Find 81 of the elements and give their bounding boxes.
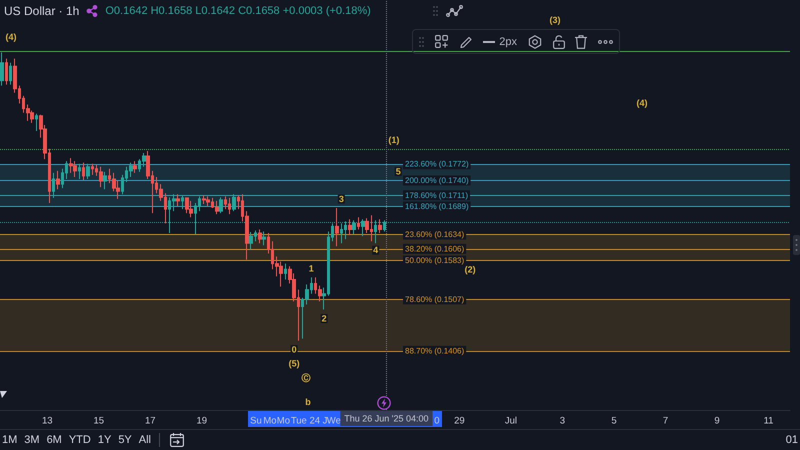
candlestick	[348, 218, 352, 236]
drawing-toolbar: 2px	[412, 29, 620, 54]
ref-line-label: 178.60% (0.1711)	[405, 190, 468, 200]
candlestick	[335, 208, 339, 247]
candlestick	[0, 52, 4, 86]
ref-line-label: 38.20% (0.1606)	[405, 244, 464, 254]
bottom-toolbar: 1M 3M 6M YTD 1Y 5Y All 01	[0, 429, 800, 450]
annotation: 2	[322, 314, 327, 324]
candlestick	[284, 263, 287, 280]
chart-title: US Dollar · 1h	[4, 4, 80, 18]
annotation: (3)	[550, 15, 560, 25]
x-tick-label: 5	[611, 416, 617, 426]
annotation: Ⓒ	[302, 373, 310, 383]
x-tick-label: 9	[714, 416, 720, 426]
candlestick	[78, 163, 81, 180]
annotation: O0.1642 H0.1658 L0.1642 C0.1658 +0.0003 (+0.18%)	[105, 5, 371, 17]
x-tick-label: Jul	[504, 416, 517, 426]
x-tick-label: Su	[250, 416, 262, 426]
annotation: 2px	[499, 36, 517, 48]
annotation: (4)	[636, 98, 648, 108]
candlestick	[133, 160, 137, 174]
annotation: b	[305, 397, 312, 407]
x-tick-label: 11	[764, 416, 774, 426]
x-tick-label: Mo	[263, 416, 277, 426]
ref-line-label: Thu 26 Jun '25 04:00	[344, 414, 429, 424]
candlestick	[9, 62, 12, 86]
candlestick	[185, 196, 189, 214]
x-tick-label: 29	[454, 416, 465, 426]
candlestick	[228, 197, 231, 215]
x-tick-label: Mo	[276, 416, 290, 426]
candlestick	[249, 232, 253, 250]
candlestick	[103, 171, 107, 190]
x-tick-label: We	[326, 416, 341, 426]
annotation: (2)	[464, 264, 476, 275]
ref-line-label: 88.70% (0.1406)	[405, 346, 464, 356]
candlestick	[5, 58, 8, 86]
candlestick	[340, 222, 343, 244]
candlestick	[73, 160, 77, 178]
candlestick	[206, 196, 210, 207]
candlestick	[35, 113, 38, 132]
candlestick	[258, 228, 262, 244]
candlestick	[69, 158, 73, 174]
candlestick	[202, 194, 206, 204]
candlestick	[215, 200, 219, 215]
ref-line-label: 223.60% (0.1772)	[405, 160, 469, 169]
candlestick	[224, 196, 227, 210]
candlestick	[176, 194, 180, 207]
candlestick	[232, 194, 236, 212]
candlestick	[86, 163, 90, 180]
ref-line-label: 23.60% (0.1634)	[405, 230, 464, 240]
candlestick	[181, 194, 184, 210]
annotation: 4	[373, 245, 378, 256]
annotation: (4)	[6, 32, 16, 42]
ref-line-label: 50.00% (0.1583)	[405, 256, 464, 266]
x-tick-label: 19	[196, 416, 208, 426]
candlestick	[56, 170, 60, 190]
x-tick-label: 7	[662, 416, 668, 426]
x-tick-label: 17	[144, 416, 156, 426]
annotation: 3	[338, 194, 344, 204]
candlestick	[262, 231, 266, 246]
ref-line-label: 161.80% (0.1689)	[405, 202, 469, 212]
candlestick	[219, 196, 223, 214]
annotation: (1)	[388, 134, 400, 145]
x-tick-label: Tue 24 J	[290, 416, 328, 426]
x-tick-label: 13	[42, 416, 53, 426]
candlestick	[189, 200, 193, 218]
annotation: 0	[292, 344, 297, 355]
ref-line-label: 200.00% (0.1740)	[405, 176, 469, 186]
x-tick-label: 3	[560, 416, 566, 426]
candlestick	[91, 163, 94, 176]
annotation: 5	[396, 166, 401, 177]
candlestick	[378, 218, 382, 234]
candlestick	[357, 216, 360, 230]
ref-line-label: 78.60% (0.1507)	[405, 294, 464, 304]
x-tick-label: 0	[434, 416, 440, 426]
annotation: (5)	[288, 358, 300, 369]
x-tick-label: 15	[93, 416, 104, 426]
candlestick	[99, 166, 103, 188]
candlestick	[52, 172, 55, 198]
annotation: 1	[308, 263, 314, 274]
candlestick	[82, 162, 85, 181]
